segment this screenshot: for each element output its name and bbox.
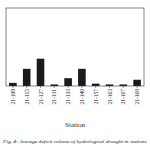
x-tick-label: 21-167	[120, 89, 126, 105]
x-tick	[109, 86, 110, 88]
bar	[133, 80, 141, 86]
bar	[64, 78, 72, 86]
bar	[92, 84, 100, 86]
x-tick-label: 21-169	[134, 89, 140, 105]
chart-svg: 21-109 21-115 21-127 21-131 21-133 21-140 21-1…	[0, 0, 150, 150]
bar	[9, 83, 17, 86]
x-tick-label: 21-109	[10, 89, 16, 105]
caption: Fig. 4: Average deficit volume of hydrol…	[2, 139, 147, 144]
x-tick	[40, 86, 41, 88]
bar	[23, 69, 31, 86]
x-tick	[12, 86, 13, 88]
x-tick	[68, 86, 69, 88]
x-tick	[81, 86, 82, 88]
x-tick	[54, 86, 55, 88]
x-axis-label: Station	[65, 121, 85, 129]
bars	[9, 59, 141, 86]
x-tick	[123, 86, 124, 88]
x-tick-label: 21-133	[65, 89, 71, 105]
x-tick	[137, 86, 138, 88]
chart-container: 21-109 21-115 21-127 21-131 21-133 21-140 21-1…	[0, 0, 150, 150]
x-tick-label: 21-115	[24, 89, 30, 105]
x-tick-label: 21-127	[38, 89, 44, 105]
x-tick-label: 21-131	[51, 89, 57, 105]
x-tick-label: 21-140	[79, 89, 85, 105]
x-tick	[95, 86, 96, 88]
x-tick-label: 21-163	[107, 89, 113, 105]
bar	[37, 59, 45, 86]
plot-frame	[6, 8, 144, 86]
bar	[78, 69, 86, 86]
x-tick	[26, 86, 27, 88]
x-tick-label: 21-157	[93, 89, 99, 105]
